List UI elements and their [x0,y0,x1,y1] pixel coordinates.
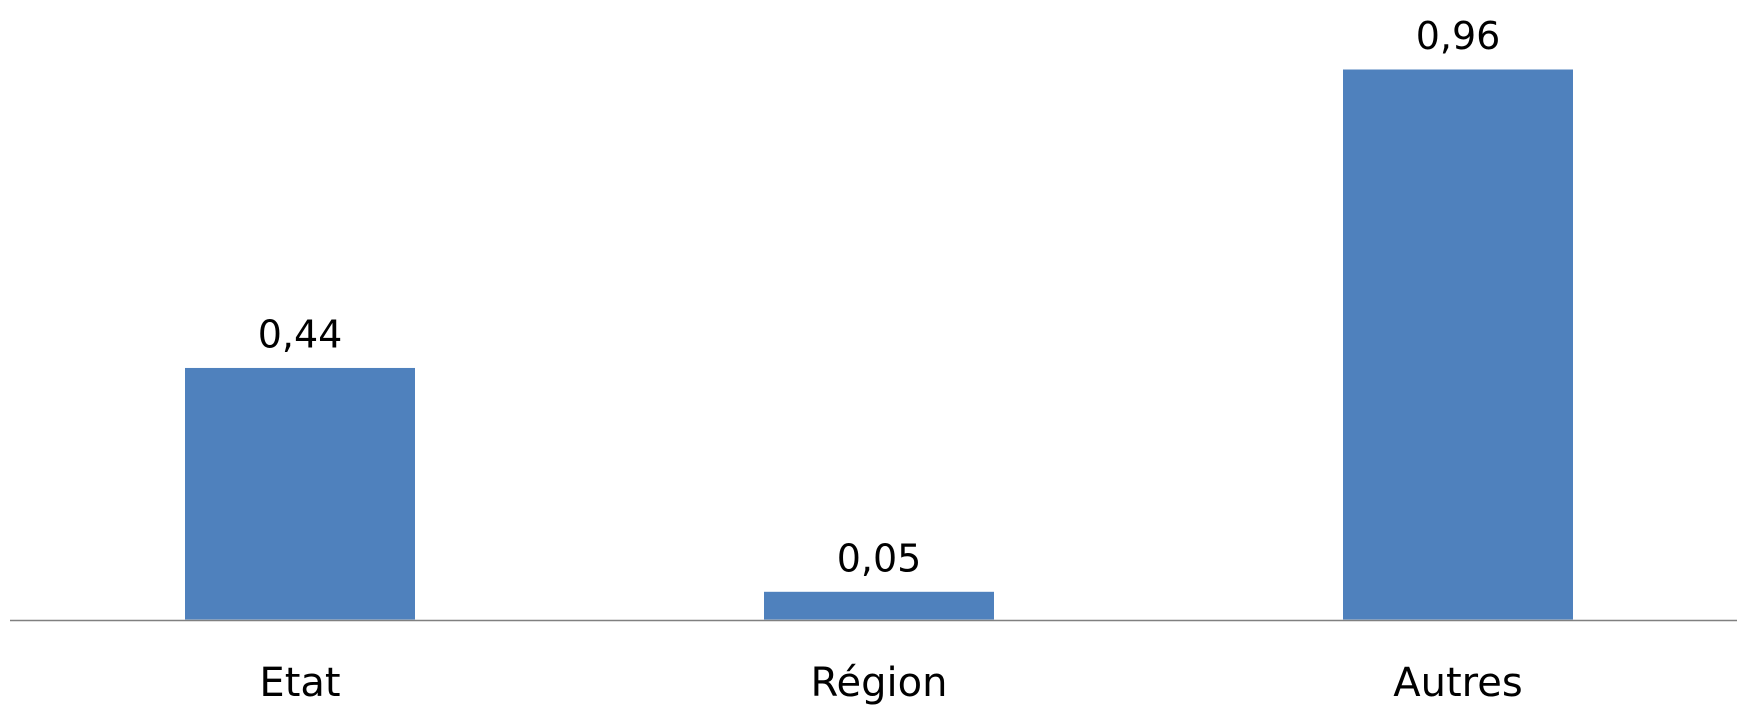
bar-1 [763,590,995,621]
data-label-0: 0,44 [258,312,343,356]
bar-0 [184,366,416,621]
data-label-2: 0,96 [1416,14,1501,58]
value-labels-layer: 0,44 0,05 0,96 [258,14,1501,580]
bar-2 [1342,68,1574,621]
x-tick-label-2: Autres [1393,660,1522,706]
category-labels-layer: Etat Région Autres [259,660,1522,706]
x-tick-label-1: Région [811,660,948,706]
data-label-1: 0,05 [837,536,922,580]
x-tick-label-0: Etat [259,660,340,706]
bars-layer [184,68,1574,621]
